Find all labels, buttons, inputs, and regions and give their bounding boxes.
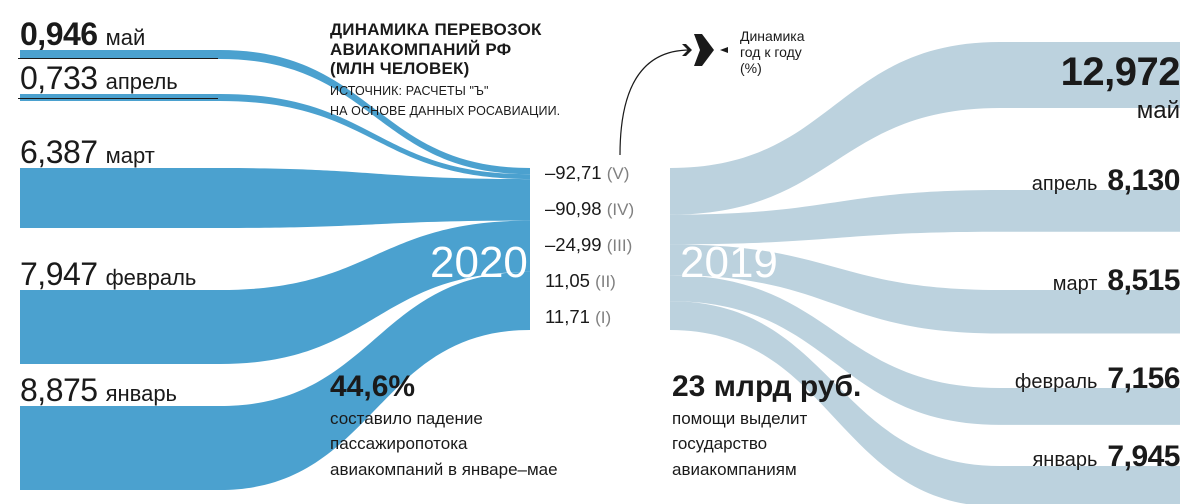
divider-1 (18, 58, 218, 59)
left-month-2: 6,387март (20, 134, 155, 171)
right-month-0: 12,972май (1061, 50, 1180, 125)
source-line: ИСТОЧНИК: РАСЧЕТЫ "Ъ" (330, 84, 620, 100)
yoy-row: –90,98 (IV) (545, 191, 634, 227)
airplane-icon (682, 34, 728, 66)
right-month-3: февраль7,156 (1015, 362, 1180, 396)
title-line: (МЛН ЧЕЛОВЕК) (330, 59, 620, 79)
right-month-1: апрель8,130 (1032, 164, 1180, 198)
yoy-row: –24,99 (III) (545, 227, 634, 263)
year-2020-label: 2020 (430, 238, 528, 288)
stat-left: 44,6% составило падение пассажиропотока … (330, 370, 610, 480)
year-2019-label: 2019 (680, 238, 778, 288)
left-month-1: 0,733апрель (20, 60, 178, 97)
yoy-list: –92,71 (V)–90,98 (IV)–24,99 (III)11,05 (… (545, 155, 634, 335)
divider-2 (18, 98, 218, 99)
left-month-3: 7,947февраль (20, 256, 196, 293)
yoy-caption: Динамика год к году (%) (740, 28, 840, 76)
title-line: АВИАКОМПАНИЙ РФ (330, 40, 620, 60)
yoy-row: 11,05 (II) (545, 263, 634, 299)
left-month-4: 8,875январь (20, 372, 177, 409)
yoy-row: 11,71 (I) (545, 299, 634, 335)
infographic-root: ДИНАМИКА ПЕРЕВОЗОК АВИАКОМПАНИЙ РФ (МЛН … (0, 0, 1200, 504)
title-line: ДИНАМИКА ПЕРЕВОЗОК (330, 20, 620, 40)
right-month-2: март8,515 (1053, 264, 1180, 298)
source-line: НА ОСНОВЕ ДАННЫХ РОСАВИАЦИИ. (330, 104, 620, 120)
title-block: ДИНАМИКА ПЕРЕВОЗОК АВИАКОМПАНИЙ РФ (МЛН … (330, 20, 620, 120)
left-month-0: 0,946май (20, 16, 145, 53)
yoy-row: –92,71 (V) (545, 155, 634, 191)
stat-right-value: 23 млрд руб. (672, 370, 952, 404)
stat-left-value: 44,6% (330, 370, 610, 404)
stat-right: 23 млрд руб. помощи выделит государство … (672, 370, 952, 480)
right-month-4: январь7,945 (1032, 440, 1180, 474)
